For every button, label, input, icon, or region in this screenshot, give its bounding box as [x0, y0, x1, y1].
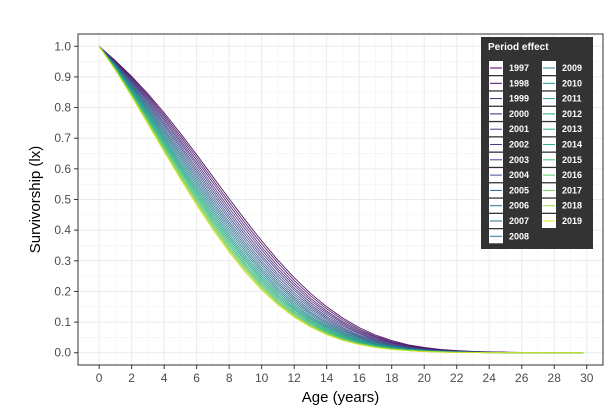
- legend-label-2005: 2005: [509, 185, 529, 195]
- x-tick-label: 8: [226, 371, 233, 385]
- x-axis: 0 2 4 6 8 10 12 14 16 18 20 22 24 26 28 30: [96, 365, 594, 385]
- x-tick-label: 24: [483, 371, 497, 385]
- y-tick-label: 0.7: [54, 131, 71, 145]
- y-tick-label: 0.0: [54, 346, 71, 360]
- legend-label-2001: 2001: [509, 124, 529, 134]
- y-axis: 0.0 0.1 0.2 0.3 0.4 0.5 0.6 0.7 0.8 0.9 1.0: [54, 39, 78, 360]
- legend-title: Period effect: [488, 42, 549, 53]
- y-tick-label: 0.2: [54, 284, 71, 298]
- x-tick-label: 18: [385, 371, 399, 385]
- y-tick-label: 0.9: [54, 70, 71, 84]
- x-tick-label: 16: [353, 371, 367, 385]
- x-tick-label: 22: [450, 371, 464, 385]
- legend-label-2013: 2013: [562, 124, 582, 134]
- x-tick-label: 4: [161, 371, 168, 385]
- x-tick-label: 6: [193, 371, 200, 385]
- y-tick-label: 0.3: [54, 254, 71, 268]
- y-tick-label: 1.0: [54, 39, 71, 53]
- x-tick-label: 26: [515, 371, 529, 385]
- x-axis-title: Age (years): [302, 389, 380, 406]
- legend-items: 1997 1998 1999 2000 2001 2002 2003 2004 2005 2006…: [489, 61, 582, 244]
- x-tick-label: 20: [418, 371, 432, 385]
- legend-label-2006: 2006: [509, 201, 529, 211]
- y-tick-label: 0.5: [54, 193, 71, 207]
- x-tick-label: 2: [128, 371, 135, 385]
- y-axis-title: Survivorship (lx): [27, 146, 44, 254]
- y-tick-label: 0.8: [54, 101, 71, 115]
- legend-label-2012: 2012: [562, 109, 582, 119]
- legend-label-2000: 2000: [509, 109, 529, 119]
- legend-label-2007: 2007: [509, 216, 529, 226]
- y-tick-label: 0.1: [54, 315, 71, 329]
- x-tick-label: 12: [287, 371, 301, 385]
- legend-label-2015: 2015: [562, 155, 582, 165]
- legend-label-2016: 2016: [562, 170, 582, 180]
- x-tick-label: 10: [255, 371, 269, 385]
- legend-label-1997: 1997: [509, 63, 529, 73]
- legend-label-2004: 2004: [509, 170, 529, 180]
- legend-label-2010: 2010: [562, 78, 582, 88]
- legend-label-2014: 2014: [562, 140, 582, 150]
- y-tick-label: 0.6: [54, 162, 71, 176]
- legend-label-2008: 2008: [509, 231, 529, 241]
- x-tick-label: 14: [320, 371, 334, 385]
- x-tick-label: 0: [96, 371, 103, 385]
- legend-label-2003: 2003: [509, 155, 529, 165]
- legend-label-1999: 1999: [509, 94, 529, 104]
- legend: Period effect 1997 1998 1999 2000 2001 2002 20…: [481, 37, 593, 249]
- legend-label-1998: 1998: [509, 78, 529, 88]
- series-line-2019: [98, 46, 584, 354]
- legend-label-2011: 2011: [562, 94, 582, 104]
- x-tick-label: 30: [580, 371, 594, 385]
- y-tick-label: 0.4: [54, 223, 71, 237]
- legend-label-2019: 2019: [562, 216, 582, 226]
- legend-label-2017: 2017: [562, 185, 582, 195]
- legend-label-2018: 2018: [562, 201, 582, 211]
- legend-label-2009: 2009: [562, 63, 582, 73]
- series-lines: [98, 45, 584, 354]
- x-tick-label: 28: [548, 371, 562, 385]
- legend-label-2002: 2002: [509, 140, 529, 150]
